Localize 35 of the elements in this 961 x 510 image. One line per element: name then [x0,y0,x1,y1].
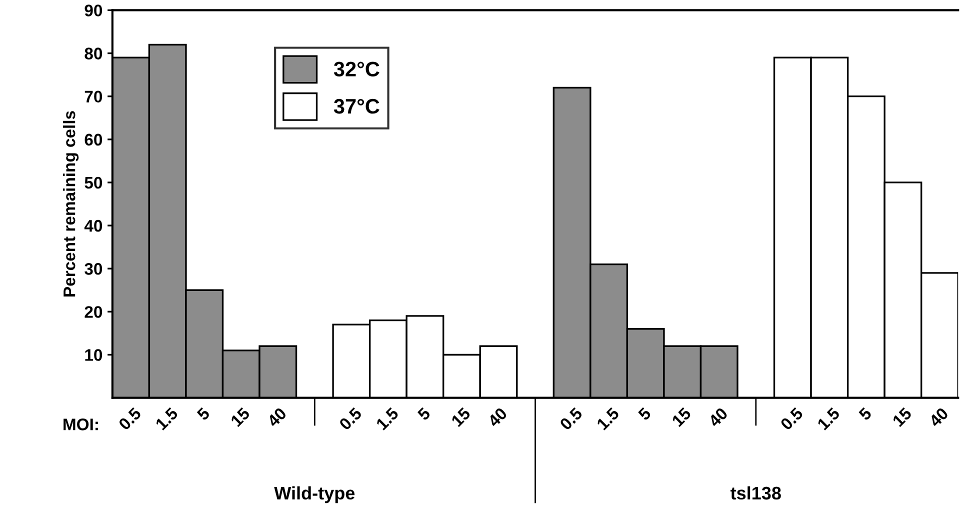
x-tick-label: 40 [486,406,508,428]
x-tick-label: 40 [928,406,949,428]
x-tick-label: 5 [196,406,210,421]
y-tick-label: 90 [84,4,102,16]
y-tick-label: 70 [84,90,102,103]
text: MOI: [64,418,98,430]
x-tick-label: 1.5 [816,406,840,430]
x-tick-label: 15 [230,406,251,428]
x-tick-label: 1.5 [596,406,620,430]
text: tsl138 [730,486,781,500]
x-tick-label: 1.5 [155,406,179,430]
y-tick-label: 20 [84,306,102,318]
y-tick-label: 10 [85,349,102,361]
y-tick-label: 80 [84,48,102,60]
x-tick-label: 40 [266,406,288,428]
y-axis-title: Percent remaining cells [63,111,79,296]
legend-label: 37°C [334,98,380,114]
x-tick-label: 0.5 [338,406,362,431]
legend-label: 32°C [334,62,380,77]
x-tick-label: 1.5 [376,406,400,430]
x-tick-label: 15 [671,406,692,428]
x-tick-label: 40 [708,406,728,428]
y-tick-label: 60 [84,134,102,146]
text: Wild-type [274,486,355,504]
x-tick-label: 15 [450,406,472,428]
x-tick-label: 15 [892,406,912,428]
y-tick-label: 50 [84,176,102,189]
x-tick-label: 0.5 [559,406,584,431]
x-tick-label: 5 [638,406,652,421]
x-tick-label: 0.5 [780,406,804,431]
x-tick-label: 0.5 [118,406,142,431]
y-tick-label: 40 [84,220,102,232]
x-tick-label: 5 [416,406,432,421]
x-tick-label: 5 [858,406,872,421]
y-tick-label: 30 [84,263,102,275]
